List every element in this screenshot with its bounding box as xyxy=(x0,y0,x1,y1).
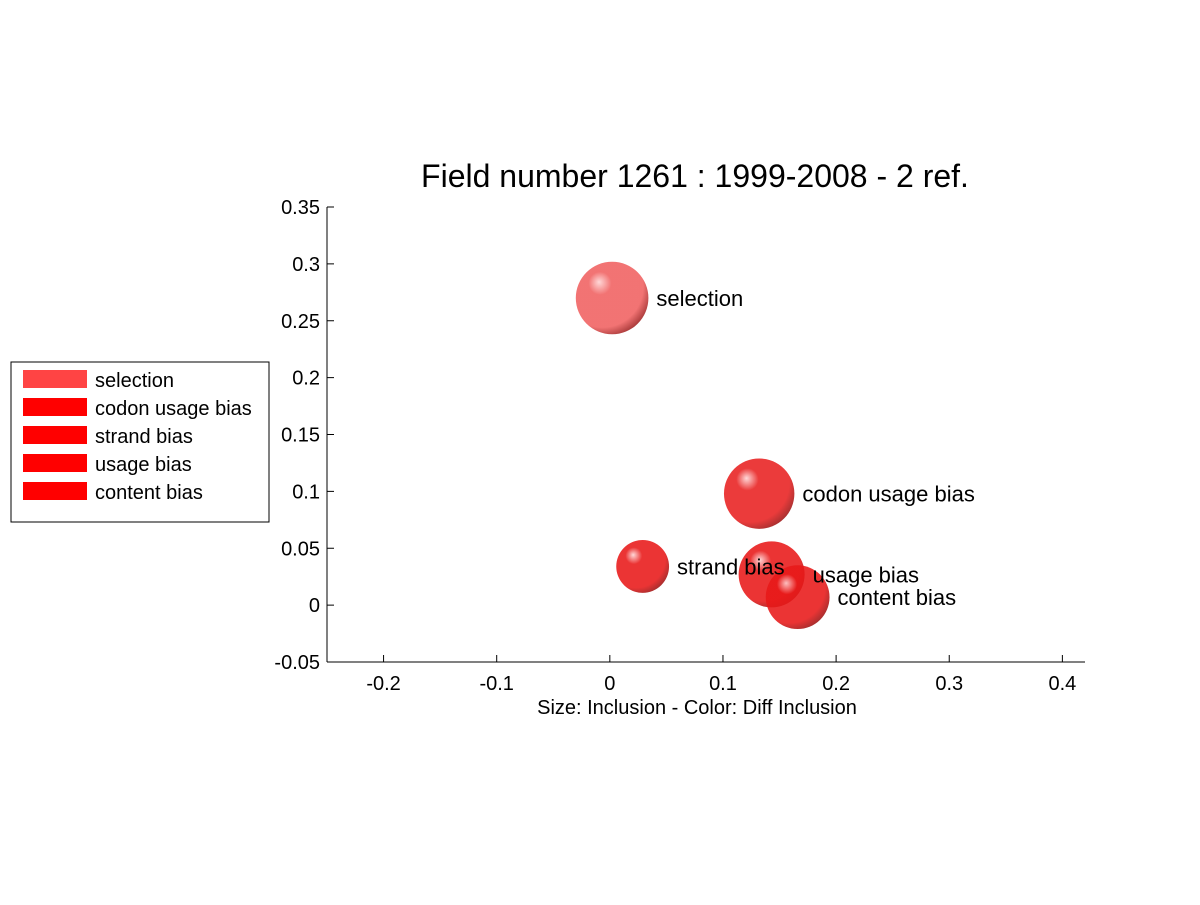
point-labels: selection codon usage bias strand bias usag… xyxy=(656,286,974,610)
x-tick-label: -0.1 xyxy=(479,673,513,695)
legend-swatch xyxy=(23,426,87,444)
legend-label: selection xyxy=(95,370,174,392)
y-tick-label: -0.05 xyxy=(274,652,320,674)
bubble-label: codon usage bias xyxy=(802,482,974,507)
y-tick-label: 0.3 xyxy=(292,254,320,276)
legend: selection codon usage bias strand bias usag… xyxy=(10,361,270,523)
y-tick-label: 0.25 xyxy=(281,311,320,333)
legend-swatch xyxy=(23,482,87,500)
bubble-selection xyxy=(575,261,649,335)
bubble-strand-bias xyxy=(616,540,670,593)
legend-label: content bias xyxy=(95,482,203,504)
bubble-label: selection xyxy=(656,286,743,311)
bubble-codon-usage-bias xyxy=(723,458,795,529)
bubble-label: usage bias xyxy=(813,562,919,587)
x-tick-label: 0.2 xyxy=(822,673,850,695)
y-tick-label: 0.2 xyxy=(292,368,320,390)
y-tick-label: 0.05 xyxy=(281,538,320,560)
bubble-label: content bias xyxy=(838,585,957,610)
y-tick-label: 0.15 xyxy=(281,425,320,447)
x-tick-label: 0.4 xyxy=(1048,673,1076,695)
x-tick-label: 0 xyxy=(604,673,615,695)
bubbles xyxy=(575,261,830,630)
bubble-content-bias xyxy=(765,565,830,630)
x-tick-label: -0.2 xyxy=(366,673,400,695)
legend-swatch xyxy=(23,454,87,472)
x-axis-label: Size: Inclusion - Color: Diff Inclusion xyxy=(537,697,857,719)
legend-swatch xyxy=(23,370,87,388)
x-tick-label: 0.3 xyxy=(935,673,963,695)
y-tick-label: 0 xyxy=(309,595,320,617)
legend-label: codon usage bias xyxy=(95,398,252,420)
y-tick-label: 0.35 xyxy=(281,197,320,219)
axes: -0.2 -0.1 0 0.1 0.2 0.3 0.4 -0.05 0 0.05 0.1 0.15 0.… xyxy=(274,197,1085,695)
legend-label: strand bias xyxy=(95,426,193,448)
legend-swatch xyxy=(23,398,87,416)
x-tick-label: 0.1 xyxy=(709,673,737,695)
bubble-label: strand bias xyxy=(677,554,785,579)
chart-title: Field number 1261 : 1999-2008 - 2 ref. xyxy=(421,158,969,194)
legend-label: usage bias xyxy=(95,454,192,476)
y-tick-label: 0.1 xyxy=(292,481,320,503)
